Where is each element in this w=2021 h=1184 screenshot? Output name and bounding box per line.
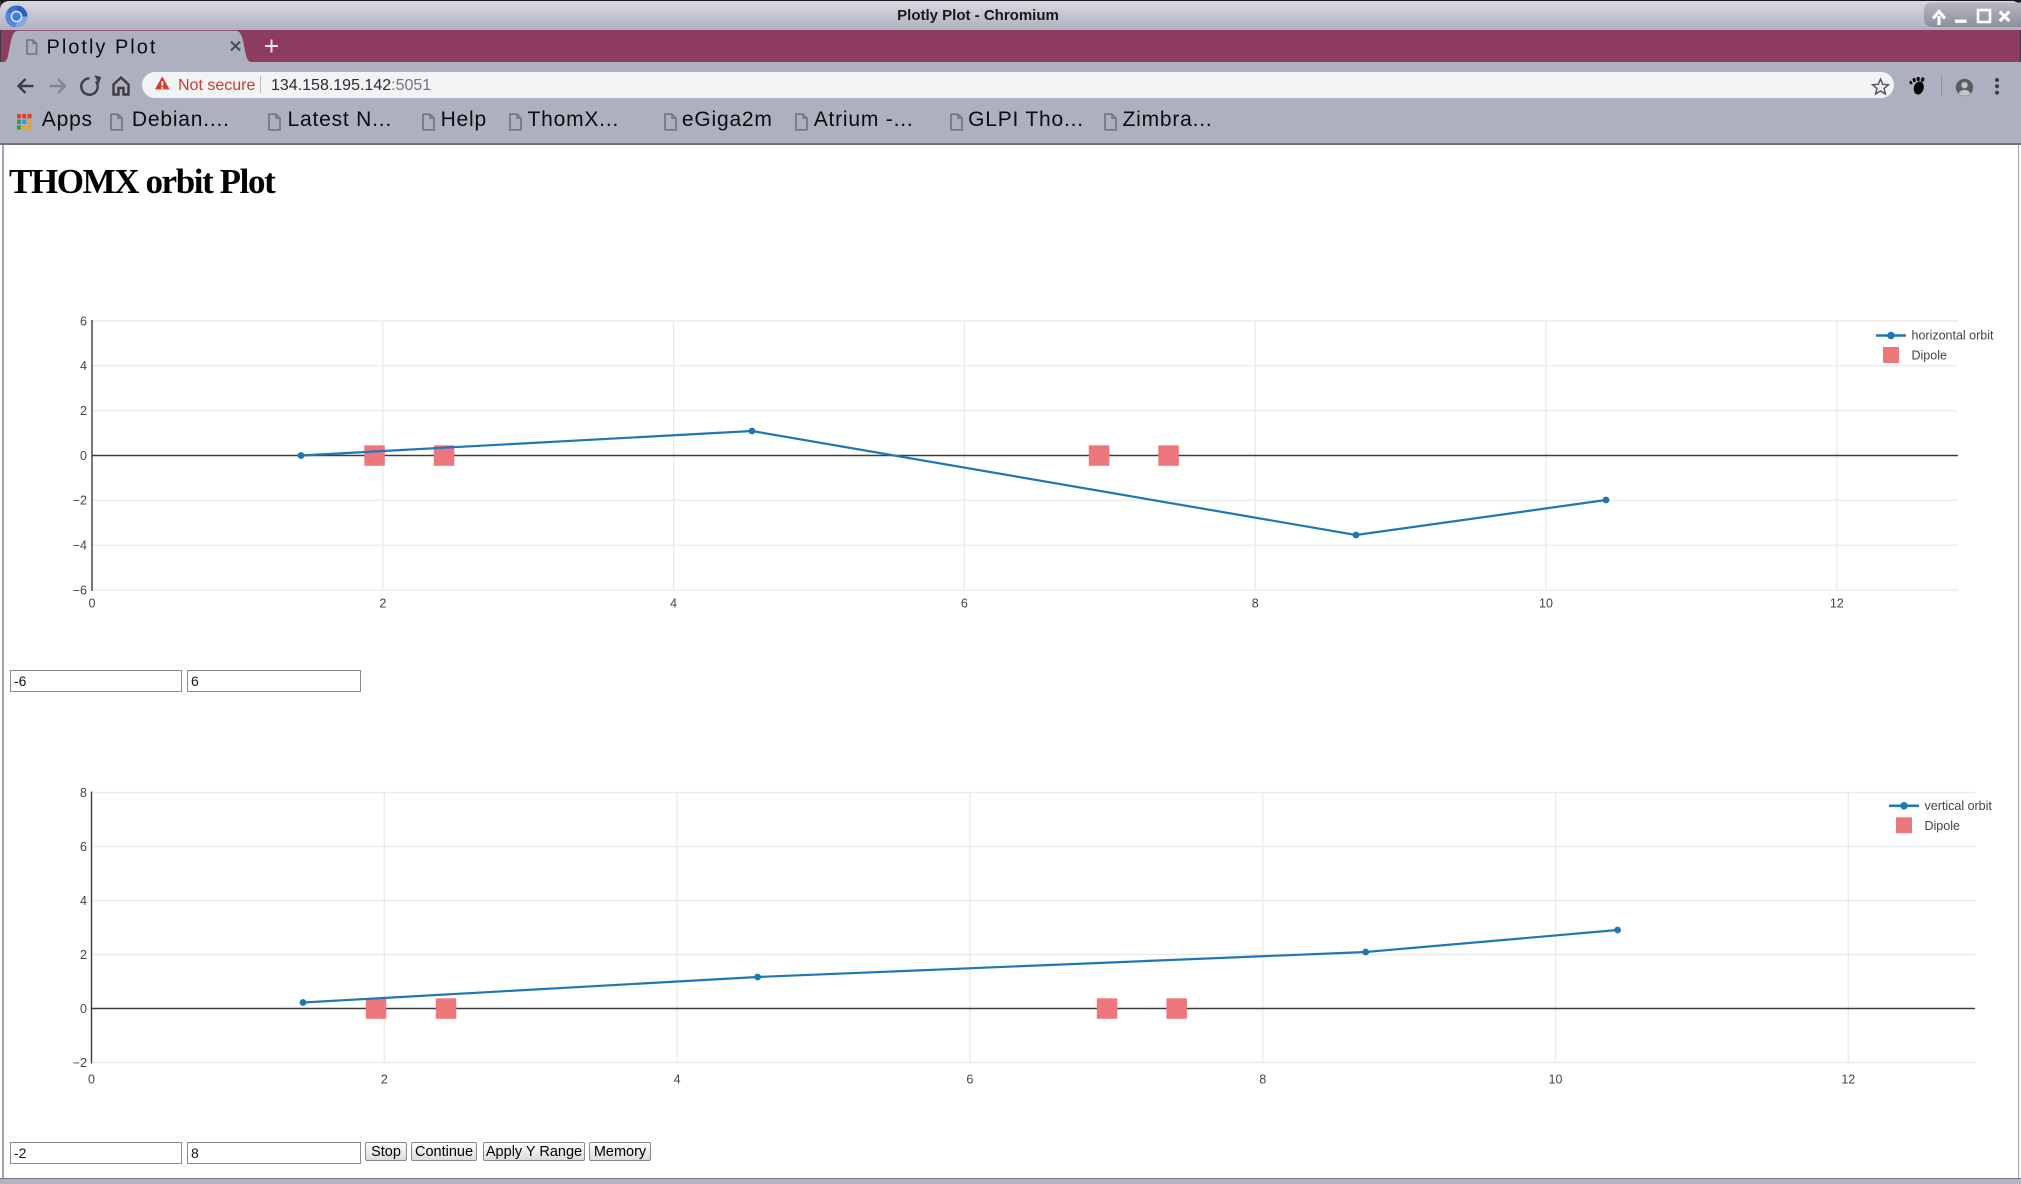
svg-text:12: 12	[1841, 1073, 1855, 1087]
svg-text:6: 6	[966, 1073, 973, 1087]
svg-text:4: 4	[80, 894, 87, 908]
svg-text:0: 0	[80, 1002, 87, 1016]
svg-text:10: 10	[1539, 597, 1553, 611]
svg-text:8: 8	[1252, 597, 1259, 611]
svg-text:−2: −2	[73, 1056, 87, 1070]
svg-text:6: 6	[80, 840, 87, 854]
svg-text:4: 4	[670, 597, 677, 611]
svg-text:2: 2	[381, 1073, 388, 1087]
svg-text:Dipole: Dipole	[1912, 349, 1947, 363]
svg-text:2: 2	[80, 404, 87, 418]
svg-text:12: 12	[1830, 597, 1844, 611]
svg-text:4: 4	[80, 359, 87, 373]
svg-text:8: 8	[80, 786, 87, 800]
svg-text:6: 6	[961, 597, 968, 611]
svg-text:0: 0	[80, 449, 87, 463]
svg-text:4: 4	[674, 1073, 681, 1087]
svg-text:10: 10	[1549, 1073, 1563, 1087]
svg-text:0: 0	[89, 597, 96, 611]
svg-text:−6: −6	[73, 583, 87, 597]
svg-text:2: 2	[379, 597, 386, 611]
svg-text:horizontal orbit: horizontal orbit	[1912, 329, 1995, 343]
svg-text:vertical orbit: vertical orbit	[1925, 799, 1993, 813]
svg-text:8: 8	[1259, 1073, 1266, 1087]
svg-text:−4: −4	[73, 539, 87, 553]
svg-text:Plotly Plot: Plotly Plot	[47, 37, 158, 59]
svg-text:2: 2	[80, 948, 87, 962]
svg-text:6: 6	[80, 314, 87, 328]
svg-text:−2: −2	[73, 494, 87, 508]
svg-text:Dipole: Dipole	[1925, 819, 1960, 833]
svg-text:0: 0	[88, 1073, 95, 1087]
